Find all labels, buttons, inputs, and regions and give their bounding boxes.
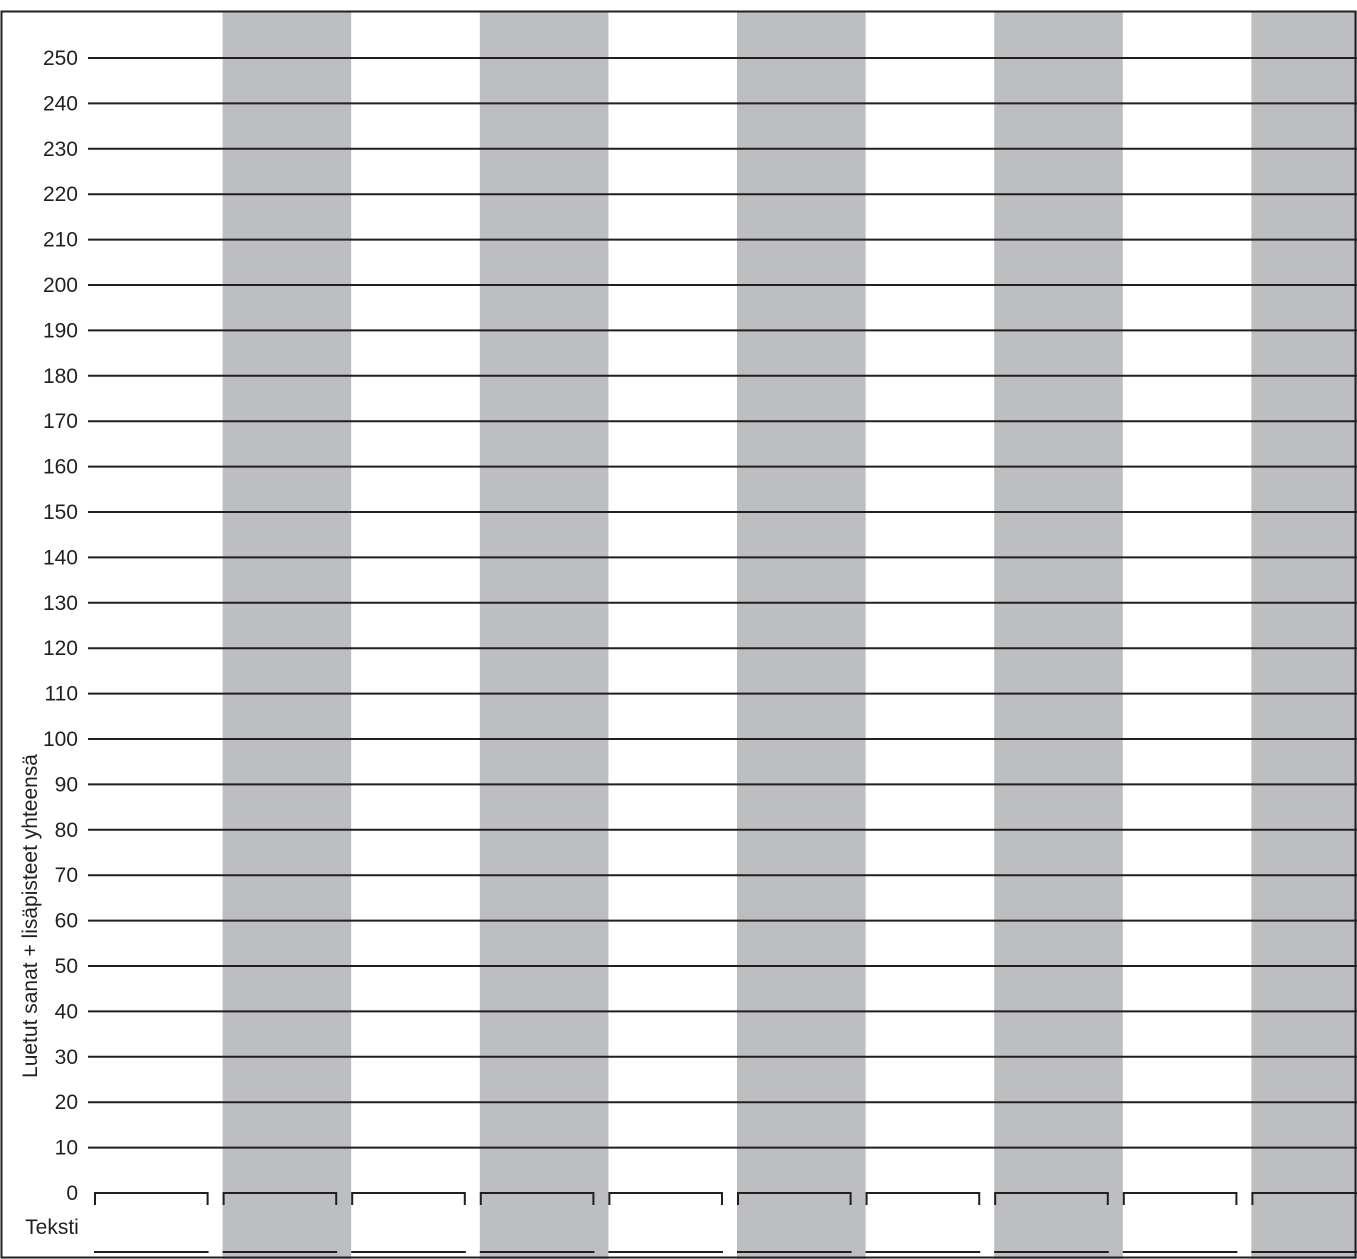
- y-tick-label-60: 60: [55, 910, 78, 933]
- y-tick-label-190: 190: [43, 319, 78, 342]
- y-tick-label-30: 30: [55, 1046, 78, 1069]
- y-axis-label: Luetut sanat + lisäpisteet yhteensä: [19, 754, 42, 1078]
- x-axis-label: Teksti: [25, 1216, 79, 1239]
- y-tick-label-140: 140: [43, 546, 78, 569]
- y-tick-label-240: 240: [43, 92, 78, 115]
- y-tick-label-200: 200: [43, 274, 78, 297]
- shaded-column-4: [479, 11, 609, 1259]
- y-tick-label-160: 160: [43, 456, 78, 479]
- y-tick-label-110: 110: [45, 683, 78, 706]
- y-tick-label-10: 10: [55, 1137, 78, 1160]
- shaded-column-8: [994, 11, 1123, 1259]
- y-tick-label-70: 70: [55, 864, 78, 887]
- shaded-column-2: [222, 11, 352, 1259]
- y-tick-label-170: 170: [43, 410, 78, 433]
- y-tick-label-180: 180: [43, 365, 78, 388]
- y-tick-label-210: 210: [43, 229, 78, 252]
- y-tick-label-250: 250: [43, 47, 78, 70]
- y-tick-label-150: 150: [43, 501, 78, 524]
- chart-frame: [0, 10, 1357, 1259]
- y-tick-label-50: 50: [55, 955, 78, 978]
- gridlines: [88, 57, 1357, 1149]
- y-tick-label-220: 220: [43, 183, 78, 206]
- x-axis: [94, 1192, 1357, 1205]
- y-tick-label-120: 120: [43, 637, 78, 660]
- shaded-column-10: [1251, 11, 1357, 1259]
- shaded-column-6: [737, 11, 866, 1259]
- shaded-columns: [222, 11, 1357, 1259]
- y-tick-label-130: 130: [43, 592, 78, 615]
- y-tick-label-80: 80: [55, 819, 78, 842]
- y-tick-label-20: 20: [55, 1091, 78, 1114]
- y-tick-label-230: 230: [43, 138, 78, 161]
- y-tick-labels: 0 10 20 30 40 50 60 70 80 90 100 110 120 130 140 150 160…: [43, 47, 78, 1205]
- y-tick-label-90: 90: [55, 773, 78, 796]
- y-tick-label-100: 100: [43, 728, 78, 751]
- y-tick-label-40: 40: [55, 1000, 78, 1023]
- y-tick-label-0: 0: [66, 1182, 78, 1205]
